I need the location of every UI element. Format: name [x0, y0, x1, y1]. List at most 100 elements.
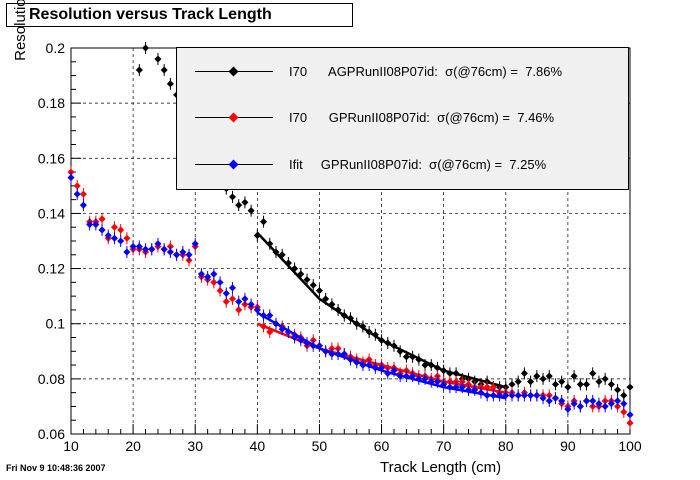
data-point-blue [110, 234, 119, 242]
data-point-blue [340, 350, 348, 358]
data-point-red [483, 383, 491, 391]
data-point-blue [154, 240, 162, 248]
data-point-blue [328, 350, 336, 358]
x-tick-label: 60 [374, 438, 390, 454]
data-point-black [322, 295, 330, 303]
data-point-blue [297, 336, 305, 344]
data-point-black [340, 311, 348, 319]
x-tick-label: 80 [498, 438, 514, 454]
data-point-blue [489, 391, 497, 399]
data-point-blue [576, 402, 584, 410]
data-point-black [371, 331, 379, 339]
data-point-black [135, 66, 143, 74]
data-point-blue [427, 378, 435, 386]
data-point-blue [353, 358, 361, 366]
data-point-black [433, 364, 441, 372]
data-point-black [266, 240, 274, 248]
data-point-red [266, 328, 274, 336]
data-point-blue [92, 220, 100, 228]
data-point-blue [502, 391, 510, 399]
data-point-blue [545, 397, 553, 405]
data-point-black [141, 44, 150, 52]
data-point-blue [247, 300, 255, 308]
data-point-red [216, 287, 224, 295]
data-point-blue [409, 372, 417, 380]
data-point-blue [402, 372, 410, 380]
data-point-black [427, 361, 435, 369]
data-point-blue [148, 245, 156, 253]
data-point-blue [334, 350, 342, 358]
data-point-blue [260, 311, 268, 319]
data-point-blue [620, 400, 628, 408]
legend-marker-red [195, 112, 273, 123]
data-point-blue [160, 245, 168, 253]
legend-label: I70 AGPRunII08P07id: σ(@76cm) = 7.86% [289, 64, 563, 79]
data-point-black [601, 375, 609, 383]
data-point-black [626, 383, 634, 391]
data-point-blue [527, 391, 535, 399]
data-point-blue [551, 394, 560, 402]
data-point-black [346, 314, 355, 322]
data-point-red [98, 215, 106, 223]
data-point-blue [626, 411, 634, 419]
data-point-black [607, 380, 615, 388]
data-point-blue [390, 367, 398, 375]
data-point-blue [222, 289, 230, 297]
data-point-black [328, 300, 336, 308]
data-point-blue [197, 270, 205, 278]
data-point-black [390, 342, 398, 350]
y-tick-label: 0.1 [46, 316, 66, 332]
data-point-red [235, 306, 243, 314]
data-point-blue [266, 311, 274, 319]
data-point-black [452, 369, 460, 377]
data-point-black [297, 270, 305, 278]
legend-entry-black: I70 AGPRunII08P07id: σ(@76cm) = 7.86% [177, 60, 630, 84]
legend-marker-blue [195, 159, 273, 170]
data-point-black [589, 369, 597, 377]
data-point-blue [607, 400, 615, 408]
data-point-black [166, 80, 174, 88]
legend-entry-red: I70 GPRunII08P07id: σ(@76cm) = 7.46% [177, 106, 630, 130]
x-tick-label: 70 [436, 438, 452, 454]
data-point-blue [123, 248, 131, 256]
x-tick-label: 90 [560, 438, 576, 454]
data-point-red [123, 234, 131, 242]
data-point-blue [471, 386, 479, 394]
data-point-blue [558, 397, 566, 405]
data-point-blue [539, 394, 547, 402]
data-point-blue [582, 397, 591, 405]
data-point-blue [210, 270, 218, 278]
data-point-black [291, 265, 299, 273]
data-point-red [222, 298, 230, 306]
data-point-blue [235, 298, 243, 306]
data-point-blue [272, 320, 280, 328]
data-point-blue [322, 347, 330, 355]
legend-entry-blue: Ifit GPRunII08P07id: σ(@76cm) = 7.25% [177, 153, 630, 177]
data-point-black [260, 218, 268, 226]
data-point-black [402, 353, 410, 361]
data-point-black [421, 361, 429, 369]
y-tick-label: 0.14 [38, 205, 65, 221]
x-tick-label: 10 [63, 438, 79, 454]
data-point-blue [589, 397, 597, 405]
data-point-blue [378, 364, 386, 372]
legend-marker-black [195, 66, 273, 77]
data-point-black [564, 383, 572, 391]
data-point-blue [433, 378, 441, 386]
data-point-red [228, 295, 237, 303]
y-tick-label: 0.08 [38, 371, 65, 387]
data-point-black [409, 353, 417, 361]
data-point-blue [204, 273, 212, 281]
data-point-blue [135, 242, 143, 251]
data-point-blue [440, 380, 448, 388]
y-axis-label: Resolution [12, 0, 29, 61]
data-point-blue [98, 226, 106, 234]
data-point-blue [371, 364, 379, 372]
data-point-blue [309, 342, 317, 350]
y-tick-label: 0.18 [38, 95, 65, 111]
data-point-black [551, 380, 560, 388]
data-point-black [614, 386, 622, 394]
data-point-black [353, 320, 361, 328]
data-point-black [440, 367, 448, 375]
x-tick-label: 100 [618, 438, 642, 454]
